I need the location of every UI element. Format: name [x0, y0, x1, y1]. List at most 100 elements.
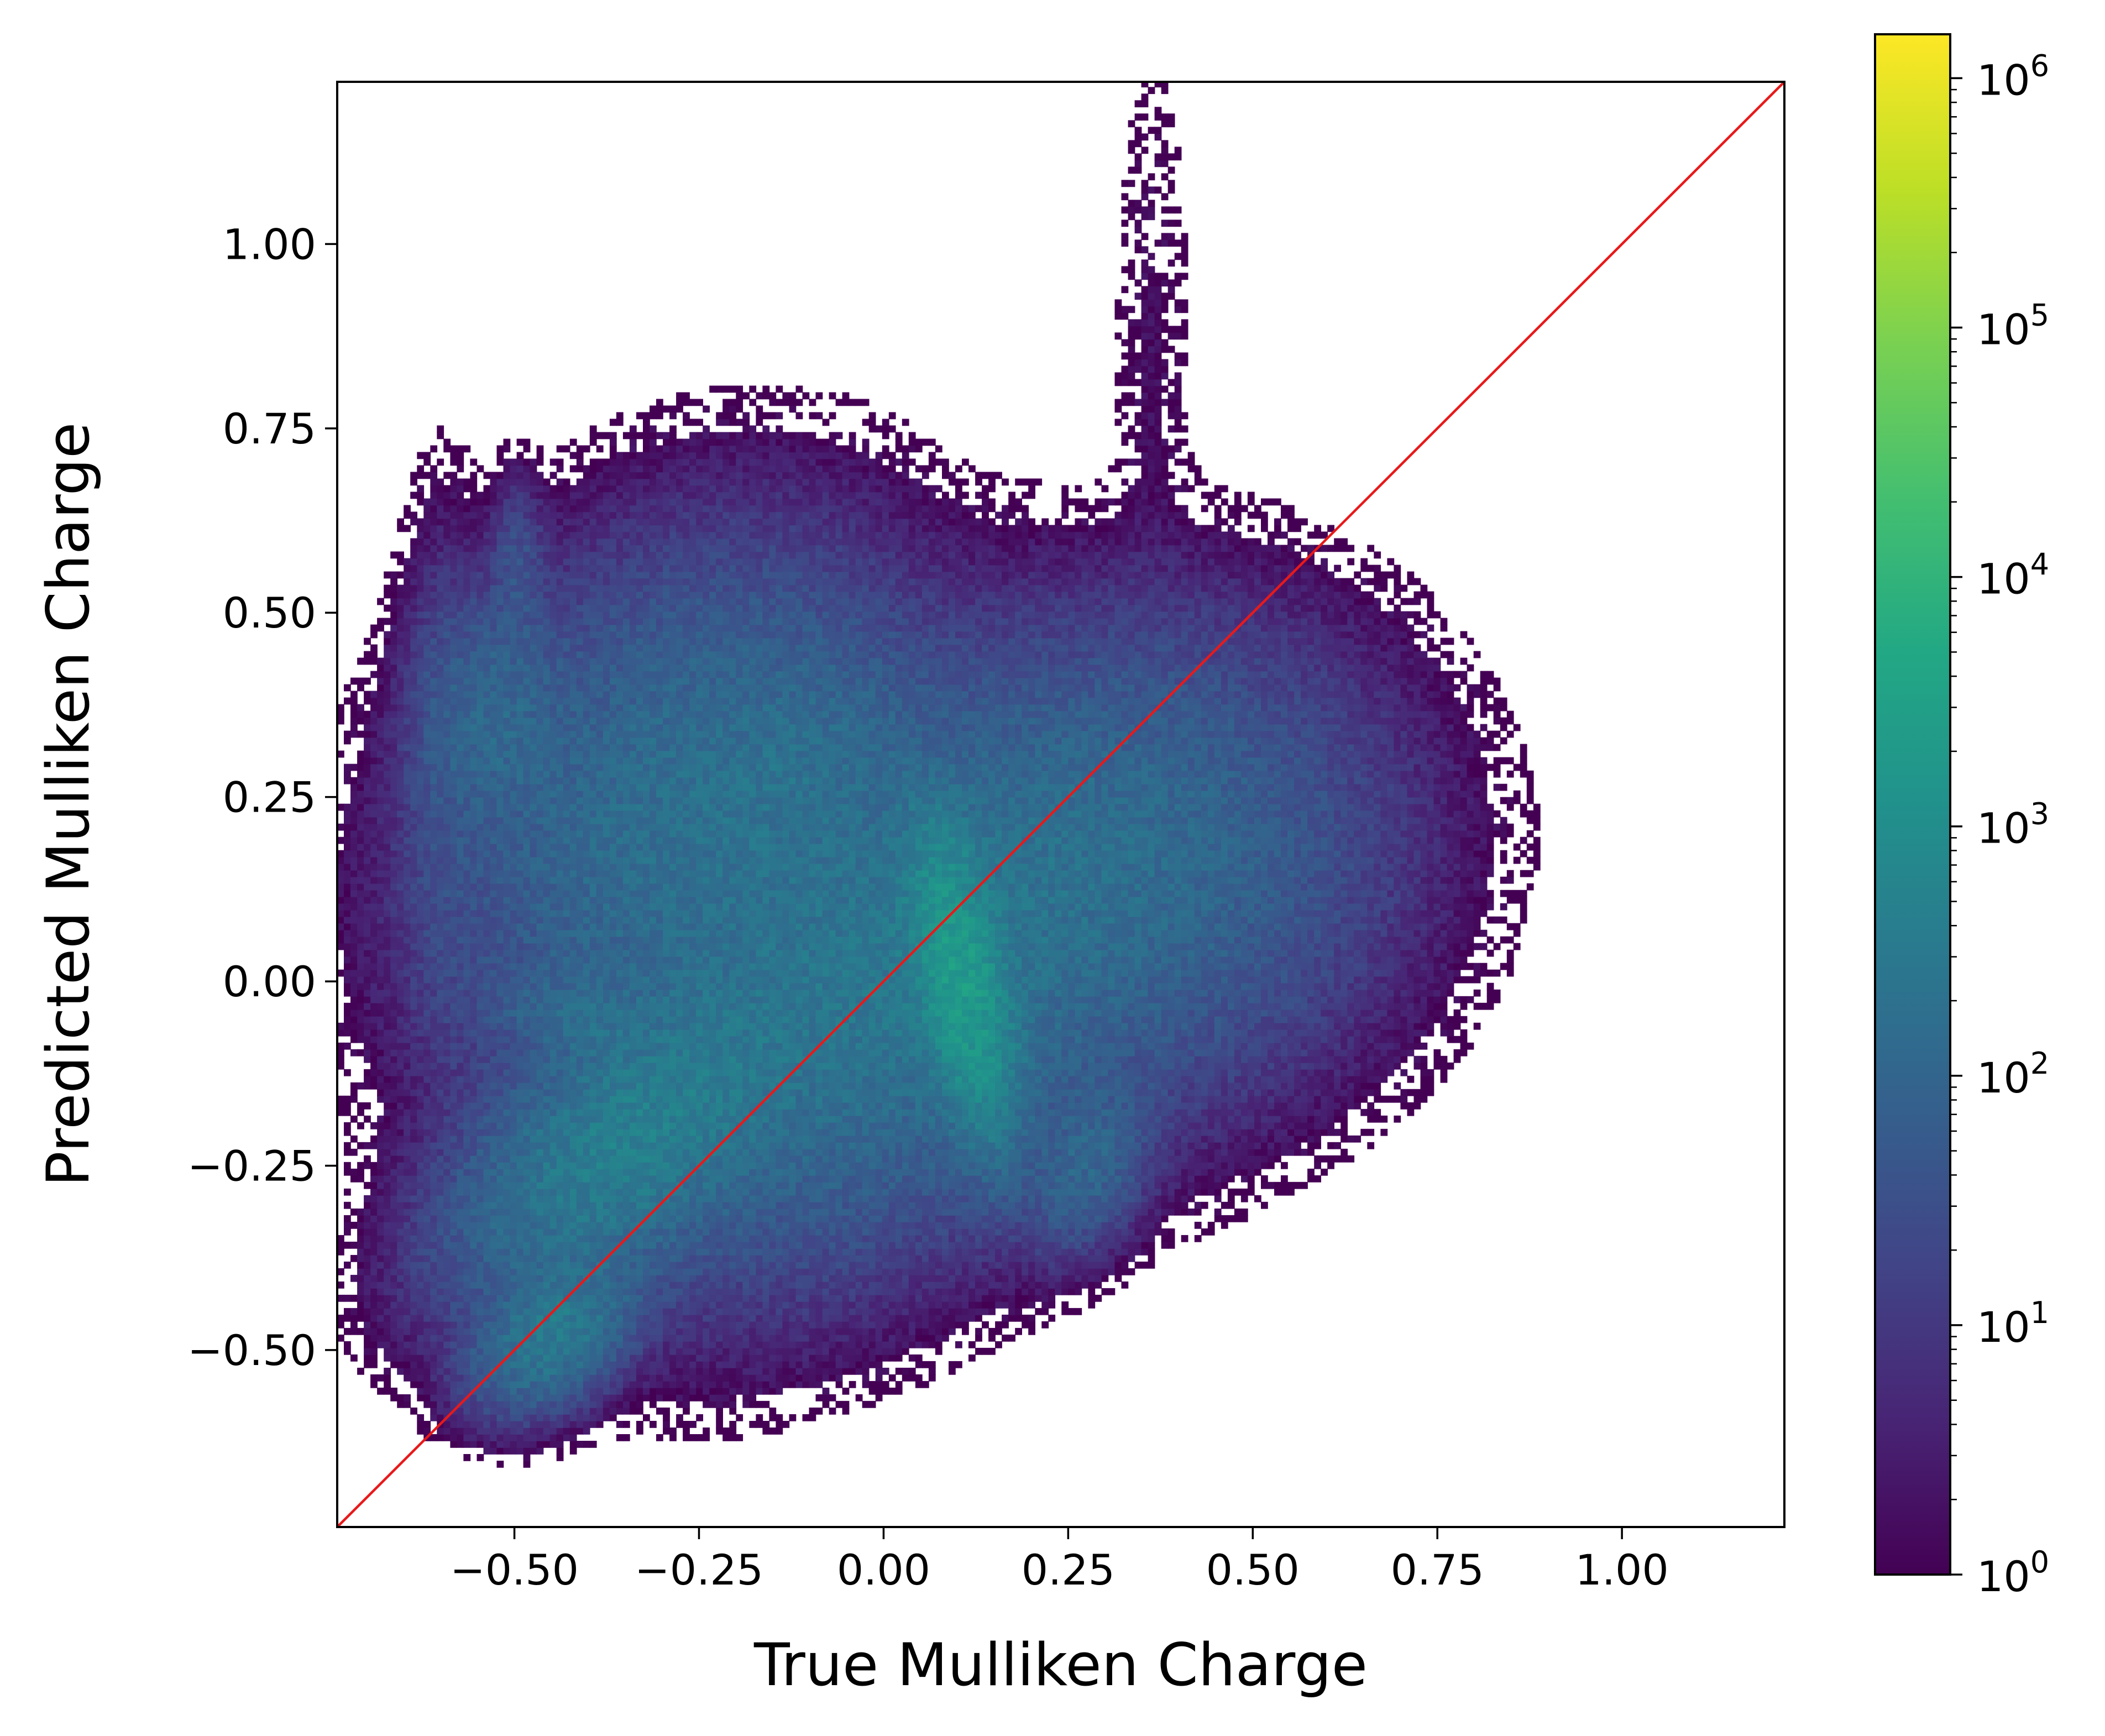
heatmap-cell: [384, 1262, 391, 1269]
heatmap-cell: [470, 1408, 477, 1415]
heatmap-cell: [443, 1129, 451, 1136]
heatmap-cell: [450, 1315, 457, 1322]
heatmap-cell: [410, 837, 417, 844]
heatmap-cell: [377, 618, 384, 625]
heatmap-cell: [450, 1268, 457, 1275]
heatmap-cell: [430, 1182, 437, 1189]
heatmap-cell: [410, 1209, 417, 1216]
heatmap-cell: [470, 1441, 477, 1448]
heatmap-cell: [344, 1162, 351, 1169]
heatmap-cell: [390, 1195, 397, 1202]
heatmap-cell: [344, 1096, 351, 1103]
heatmap-cell: [377, 943, 384, 950]
heatmap-cell: [430, 684, 437, 692]
heatmap-cell: [350, 903, 358, 911]
heatmap-cell: [430, 552, 437, 559]
heatmap-cell: [384, 1355, 391, 1362]
heatmap-cell: [457, 1242, 464, 1249]
heatmap-cell: [357, 784, 364, 791]
heatmap-cell: [457, 499, 464, 506]
heatmap-cell: [443, 1335, 451, 1342]
heatmap-cell: [350, 691, 358, 698]
heatmap-cell: [423, 1321, 431, 1329]
heatmap-cell: [437, 638, 444, 645]
heatmap-cell: [384, 950, 391, 957]
heatmap-cell: [357, 678, 364, 685]
heatmap-cell: [384, 903, 391, 911]
heatmap-cell: [370, 698, 378, 705]
heatmap-cell: [430, 791, 437, 798]
heatmap-cell: [357, 1288, 364, 1295]
heatmap-cell: [390, 1248, 397, 1256]
heatmap-cell: [417, 1394, 424, 1402]
heatmap-cell: [344, 1215, 351, 1222]
heatmap-cell: [437, 877, 444, 884]
heatmap-cell: [430, 1275, 437, 1282]
heatmap-cell: [384, 1275, 391, 1282]
heatmap-cell: [384, 1301, 391, 1309]
heatmap-cell: [390, 1056, 397, 1063]
heatmap-cell: [377, 1275, 384, 1282]
heatmap-cell: [377, 625, 384, 632]
heatmap-cell: [450, 1202, 457, 1209]
heatmap-cell: [443, 797, 451, 804]
heatmap-cell: [423, 1401, 431, 1408]
heatmap-cell: [470, 1109, 477, 1116]
heatmap-cell: [364, 1036, 371, 1043]
heatmap-cell: [410, 698, 417, 705]
heatmap-cell: [350, 837, 358, 844]
heatmap-cell: [350, 910, 358, 917]
heatmap-cell: [437, 784, 444, 791]
heatmap-cell: [423, 598, 431, 605]
heatmap-cell: [390, 572, 397, 579]
heatmap-cell: [417, 565, 424, 572]
heatmap-cell: [423, 665, 431, 672]
heatmap-cell: [430, 671, 437, 678]
heatmap-cell: [390, 996, 397, 1003]
heatmap-cell: [357, 751, 364, 758]
heatmap-cell: [364, 1043, 371, 1050]
heatmap-cell: [450, 1102, 457, 1110]
heatmap-cell: [443, 704, 451, 712]
heatmap-cell: [443, 850, 451, 857]
heatmap-cell: [344, 844, 351, 851]
heatmap-cell: [430, 1109, 437, 1116]
heatmap-cell: [364, 877, 371, 884]
heatmap-cell: [450, 1129, 457, 1136]
heatmap-cell: [344, 943, 351, 950]
heatmap-cell: [443, 910, 451, 917]
heatmap-cell: [463, 870, 470, 877]
heatmap-cell: [390, 1228, 397, 1236]
heatmap-cell: [470, 1268, 477, 1275]
heatmap-cell: [404, 1248, 411, 1256]
heatmap-cell: [404, 837, 411, 844]
heatmap-cell: [410, 1102, 417, 1110]
heatmap-cell: [397, 1394, 404, 1402]
heatmap-cell: [370, 1328, 378, 1335]
heatmap-cell: [443, 771, 451, 778]
heatmap-cell: [364, 1049, 371, 1057]
heatmap-cell: [417, 731, 424, 738]
heatmap-cell: [443, 492, 451, 499]
heatmap-cell: [370, 1189, 378, 1196]
heatmap-cell: [450, 1394, 457, 1402]
heatmap-cell: [423, 519, 431, 526]
heatmap-cell: [397, 777, 404, 785]
heatmap-cell: [397, 1102, 404, 1110]
heatmap-cell: [350, 1083, 358, 1090]
heatmap-cell: [463, 817, 470, 824]
heatmap-cell: [450, 618, 457, 625]
heatmap-cell: [390, 870, 397, 877]
heatmap-cell: [377, 1029, 384, 1037]
heatmap-cell: [410, 1308, 417, 1315]
heatmap-cell: [430, 1129, 437, 1136]
heatmap-cell: [450, 724, 457, 731]
heatmap-cell: [463, 658, 470, 665]
heatmap-cell: [470, 1242, 477, 1249]
heatmap-cell: [357, 704, 364, 712]
heatmap-cell: [457, 1428, 464, 1435]
heatmap-cell: [463, 1428, 470, 1435]
heatmap-cell: [457, 1268, 464, 1275]
heatmap-cell: [463, 910, 470, 917]
heatmap-cell: [457, 983, 464, 990]
